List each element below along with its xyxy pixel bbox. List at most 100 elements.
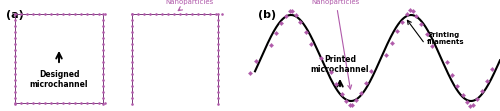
Point (214, 55, 222, 57)
Point (11, 103, 19, 105)
Point (128, 19, 136, 21)
Point (307, 43, 315, 45)
Point (176, 13, 184, 15)
Point (214, 97, 222, 99)
Point (11, 43, 19, 45)
Point (89, 102, 97, 104)
Point (286, 10, 294, 12)
Point (99, 31, 107, 33)
Point (368, 70, 376, 72)
Point (188, 13, 196, 15)
Point (458, 94, 466, 96)
Point (128, 85, 136, 87)
Point (342, 100, 350, 102)
Point (182, 13, 190, 15)
Point (266, 44, 274, 46)
Point (95, 102, 103, 104)
Point (146, 13, 154, 15)
Point (466, 105, 474, 107)
Point (134, 13, 142, 15)
Point (128, 43, 136, 45)
Point (463, 101, 471, 103)
Point (473, 98, 481, 100)
Point (282, 15, 290, 16)
Point (23, 102, 31, 104)
Point (11, 25, 19, 27)
Point (41, 102, 49, 104)
Text: Designed
microchannel: Designed microchannel (30, 70, 88, 89)
Text: (b): (b) (258, 10, 276, 20)
Point (77, 102, 85, 104)
Point (214, 25, 222, 27)
Point (53, 13, 61, 15)
Point (214, 31, 222, 33)
Point (206, 13, 214, 15)
Point (11, 19, 19, 21)
Point (53, 102, 61, 104)
Point (338, 93, 345, 94)
Point (11, 67, 19, 69)
Point (128, 79, 136, 81)
Point (388, 42, 396, 44)
Point (327, 71, 335, 73)
Point (346, 105, 354, 106)
Point (296, 22, 304, 23)
Point (11, 13, 19, 15)
Point (29, 13, 37, 15)
Text: Printing
filaments: Printing filaments (427, 32, 465, 45)
Point (128, 13, 136, 15)
Point (11, 85, 19, 87)
Point (214, 67, 222, 69)
Point (128, 55, 136, 57)
Point (11, 79, 19, 81)
Point (71, 102, 79, 104)
Point (128, 61, 136, 63)
Point (398, 21, 406, 23)
Point (408, 10, 416, 12)
Point (454, 85, 462, 87)
Text: (a): (a) (6, 10, 24, 20)
Point (11, 73, 19, 75)
Point (99, 85, 107, 87)
Point (128, 103, 136, 105)
Point (170, 13, 178, 15)
Point (406, 9, 414, 11)
Point (214, 19, 222, 21)
Point (393, 30, 401, 32)
Point (99, 91, 107, 93)
Point (99, 55, 107, 57)
Point (128, 73, 136, 75)
Point (29, 102, 37, 104)
Point (11, 13, 19, 15)
Point (218, 13, 226, 15)
Point (422, 33, 430, 35)
Point (11, 55, 19, 57)
Point (11, 97, 19, 99)
Point (214, 61, 222, 63)
Point (362, 82, 370, 84)
Point (488, 68, 496, 70)
Point (77, 13, 85, 15)
Point (17, 13, 25, 15)
Point (402, 14, 410, 15)
Point (292, 14, 300, 16)
Point (478, 90, 486, 92)
Point (442, 61, 450, 63)
Point (214, 73, 222, 75)
Point (83, 13, 91, 15)
Point (200, 13, 208, 15)
Point (99, 19, 107, 21)
Point (35, 102, 43, 104)
Point (128, 49, 136, 51)
Point (214, 49, 222, 51)
Point (128, 13, 136, 15)
Point (47, 13, 55, 15)
Point (11, 49, 19, 51)
Point (11, 31, 19, 33)
Point (99, 25, 107, 27)
Point (11, 37, 19, 39)
Point (89, 13, 97, 15)
Point (95, 13, 103, 15)
Point (128, 97, 136, 99)
Point (412, 15, 420, 17)
